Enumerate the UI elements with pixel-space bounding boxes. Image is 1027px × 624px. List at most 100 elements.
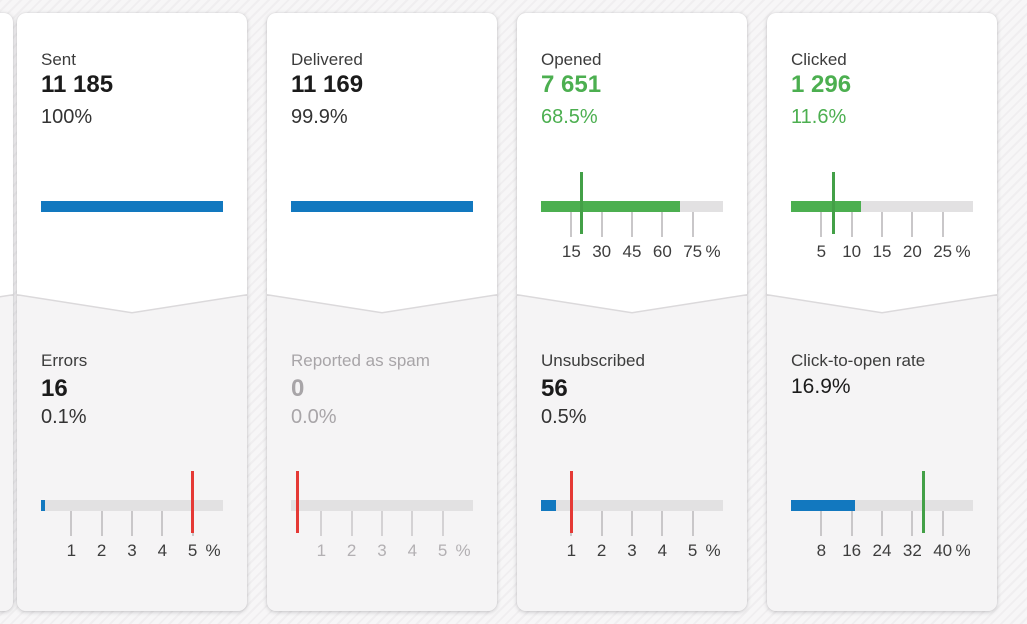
stat-label: Unsubscribed (541, 351, 645, 370)
benchmark-marker-line (569, 471, 573, 533)
tick-label: 5 (816, 242, 827, 261)
tick-label: 20 (902, 242, 922, 261)
stat-label: Sent (41, 50, 76, 69)
stat-percent: 0.5% (541, 406, 587, 428)
unit-label: % (705, 541, 721, 560)
tick-label: 5 (437, 541, 448, 560)
unit-label: % (705, 242, 721, 261)
unit-label: % (205, 541, 221, 560)
stat-percent: 0.0% (291, 406, 337, 428)
benchmark-marker-line (191, 471, 195, 533)
tick-label: 5 (687, 541, 698, 560)
stat-value: 11 169 (291, 71, 364, 98)
stat-label: Clicked (791, 50, 847, 69)
benchmark-marker-line (922, 471, 926, 533)
tick-label: 5 (187, 541, 198, 560)
stat-section-unsubscribed: Unsubscribed 56 0.5% 1 2 3 4 5% (517, 13, 747, 611)
partial-card-bottom-section (0, 294, 13, 611)
stat-card-sent-errors[interactable]: Sent 11 185 100% Errors 16 0.1% 1 2 3 4 5% (17, 13, 247, 611)
tick-label: 1 (316, 541, 327, 560)
tick-label: 10 (842, 242, 862, 261)
tick-line (820, 212, 823, 237)
bar-track (791, 500, 973, 511)
tick-line (570, 212, 573, 237)
tick-label: 4 (407, 541, 418, 560)
tick-line (631, 212, 633, 237)
stat-percent: 99.9% (291, 106, 348, 128)
tick-label: 15 (872, 242, 892, 261)
tick-label: 60 (652, 242, 672, 261)
tick-label: 8 (816, 541, 827, 560)
bar-track (791, 201, 973, 212)
tick-line (941, 511, 944, 536)
tick-line (941, 212, 944, 237)
stat-card-opened-unsubscribed[interactable]: Opened 7 651 68.5% 15 30 45 60 75% Unsubscri… (517, 13, 747, 611)
tick-line (320, 511, 323, 536)
tick-line (600, 511, 603, 536)
tick-label: 2 (596, 541, 607, 560)
stat-value: 1 296 (791, 71, 852, 98)
tick-line (131, 511, 133, 536)
stat-bar: 1 2 3 4 5% (541, 471, 723, 583)
tick-line (631, 511, 633, 536)
tick-label: 4 (657, 541, 668, 560)
stat-value: 56 (541, 375, 568, 402)
card-bottom-section (17, 294, 247, 611)
tick-label: 24 (872, 541, 892, 560)
tick-line (661, 212, 664, 237)
tick-line (661, 511, 664, 536)
stat-section-reported-as-spam: Reported as spam 0 0.0% 1 2 3 4 5% (267, 13, 497, 611)
bar-fill (291, 201, 473, 212)
tick-label: 3 (627, 541, 637, 560)
stat-value: 0 (291, 375, 305, 402)
stat-value: 16 (41, 375, 68, 402)
card-bottom-section (267, 294, 497, 611)
tick-line (911, 511, 914, 536)
tick-line (411, 511, 414, 536)
tick-line (691, 212, 694, 237)
tick-line (691, 511, 694, 536)
stat-section-opened: Opened 7 651 68.5% 15 30 45 60 75% (517, 13, 747, 611)
tick-label: 25 (933, 242, 953, 261)
tick-label: 1 (66, 541, 77, 560)
tick-label: 3 (377, 541, 387, 560)
card-bottom-section (767, 294, 997, 611)
unit-label: % (955, 242, 971, 261)
tick-line (911, 212, 914, 237)
benchmark-marker-line (831, 172, 835, 234)
bar-fill (541, 500, 557, 511)
tick-label: 45 (622, 242, 642, 261)
partial-previous-card (0, 13, 13, 611)
tick-line (381, 511, 383, 536)
stat-label: Reported as spam (291, 351, 430, 370)
stat-percent: 11.6% (791, 106, 847, 128)
stat-value: 7 651 (541, 71, 602, 98)
tick-label: 75 (683, 242, 703, 261)
stat-section-click-to-open-rate: Click-to-open rate 16.9% 8 16 24 32 40% (767, 13, 997, 611)
bar-fill (541, 201, 680, 212)
tick-label: 32 (902, 541, 922, 560)
stat-section-errors: Errors 16 0.1% 1 2 3 4 5% (17, 13, 247, 611)
bar-fill (41, 500, 45, 511)
stat-bar: 5 10 15 20 25% (791, 172, 973, 284)
stat-bar: 1 2 3 4 5% (291, 471, 473, 583)
stat-card-delivered-spam[interactable]: Delivered 11 169 99.9% Reported as spam … (267, 13, 497, 611)
stat-value: 11 185 (41, 71, 114, 98)
tick-line (881, 511, 883, 536)
tick-line (350, 511, 353, 536)
stat-section-delivered: Delivered 11 169 99.9% (267, 13, 497, 611)
stat-percent: 68.5% (541, 106, 598, 128)
stat-bar (41, 172, 223, 284)
stat-card-clicked-ctor[interactable]: Clicked 1 296 11.6% 5 10 15 20 25% Click-to-… (767, 13, 997, 611)
card-bottom-section (517, 294, 747, 611)
tick-label: 16 (842, 541, 862, 560)
bar-fill (791, 201, 862, 212)
tick-line (441, 511, 444, 536)
bar-fill (41, 201, 223, 212)
tick-label: 40 (933, 541, 953, 560)
stat-percent: 100% (41, 106, 93, 128)
tick-label: 3 (127, 541, 137, 560)
tick-line (161, 511, 164, 536)
stat-value: 16.9% (791, 375, 851, 398)
stat-bar (291, 172, 473, 284)
